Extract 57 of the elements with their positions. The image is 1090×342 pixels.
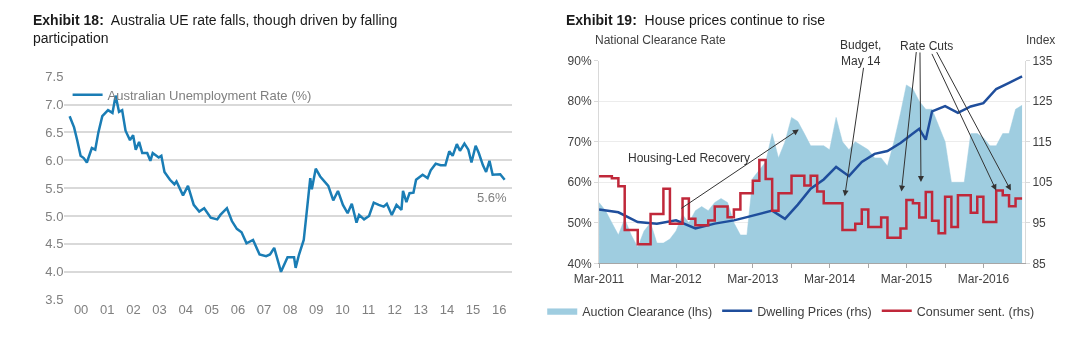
y-tick-label: 90% [567, 53, 592, 68]
x-tick-label: 03 [152, 301, 167, 317]
y2-tick-label: 95 [1032, 216, 1047, 231]
legend-label: Consumer sent. (rhs) [916, 304, 1035, 319]
y-tick-label: 7.0 [45, 97, 64, 113]
legend-label: Australian Unemployment Rate (%) [107, 87, 312, 103]
x-tick-label: 07 [256, 301, 272, 317]
legend-label: Dwelling Prices (rhs) [757, 304, 872, 319]
y-tick-label: 70% [567, 134, 592, 149]
y-tick-label: 4.5 [45, 236, 64, 252]
y-tick-label: 4.0 [45, 264, 64, 280]
x-tick-label: 01 [100, 301, 115, 317]
y2-tick-label: 115 [1032, 134, 1052, 149]
x-tick-label: 11 [361, 301, 376, 317]
y2-tick-label: 105 [1032, 175, 1053, 190]
chart-title: Exhibit 18: Australia UE rate falls, though driven by falling participation [33, 12, 398, 47]
x-tick-label: Mar-2013 [727, 271, 779, 286]
x-tick-label: 14 [439, 301, 455, 317]
y-tick-label: 7.5 [45, 69, 64, 85]
y-tick-label: 3.5 [45, 292, 64, 308]
y-tick-label: 50% [567, 216, 592, 231]
x-tick-label: 10 [335, 301, 350, 317]
y-tick-label: 40% [567, 256, 592, 271]
y-tick-label: 6.0 [45, 152, 64, 168]
annotation: Rate Cuts [900, 39, 954, 53]
line-series [599, 75, 1024, 230]
x-tick-label: 02 [126, 301, 141, 317]
y-tick-label: 60% [567, 175, 592, 190]
x-tick-label: 16 [491, 301, 507, 317]
x-tick-label: Mar-2014 [803, 271, 856, 286]
x-tick-label: Mar-2011 [573, 271, 625, 286]
y2-tick-label: 135 [1032, 53, 1053, 68]
x-tick-label: 04 [178, 301, 193, 317]
y-tick-label: 6.5 [45, 124, 64, 140]
x-tick-label: 13 [413, 301, 429, 317]
y-tick-label: 5.5 [45, 180, 64, 196]
x-tick-label: Mar-2016 [957, 271, 1010, 286]
x-tick-label: 08 [282, 301, 298, 317]
x-tick-label: 15 [465, 301, 481, 317]
chart-title: Exhibit 19: House prices continue to rise [566, 12, 826, 28]
y2-axis-title: Index [1026, 33, 1056, 47]
y2-tick-label: 125 [1032, 94, 1053, 109]
y-axis-title: National Clearance Rate [595, 33, 727, 47]
x-tick-label: 09 [309, 301, 324, 317]
y-tick-label: 5.0 [45, 208, 64, 224]
x-tick-label: 00 [73, 301, 89, 317]
x-tick-label: 06 [230, 301, 246, 317]
x-tick-label: 05 [204, 301, 219, 317]
y2-tick-label: 85 [1032, 256, 1047, 271]
annotation: Budget, May 14 [840, 38, 882, 68]
y-tick-label: 80% [567, 94, 592, 109]
annotation: 5.6% [477, 190, 508, 205]
legend-label: Auction Clearance (lhs) [582, 304, 713, 319]
annotation: Housing-Led Recovery [628, 151, 751, 165]
x-tick-label: 12 [387, 301, 402, 317]
x-tick-label: Mar-2012 [650, 271, 703, 286]
x-tick-label: Mar-2015 [880, 271, 933, 286]
